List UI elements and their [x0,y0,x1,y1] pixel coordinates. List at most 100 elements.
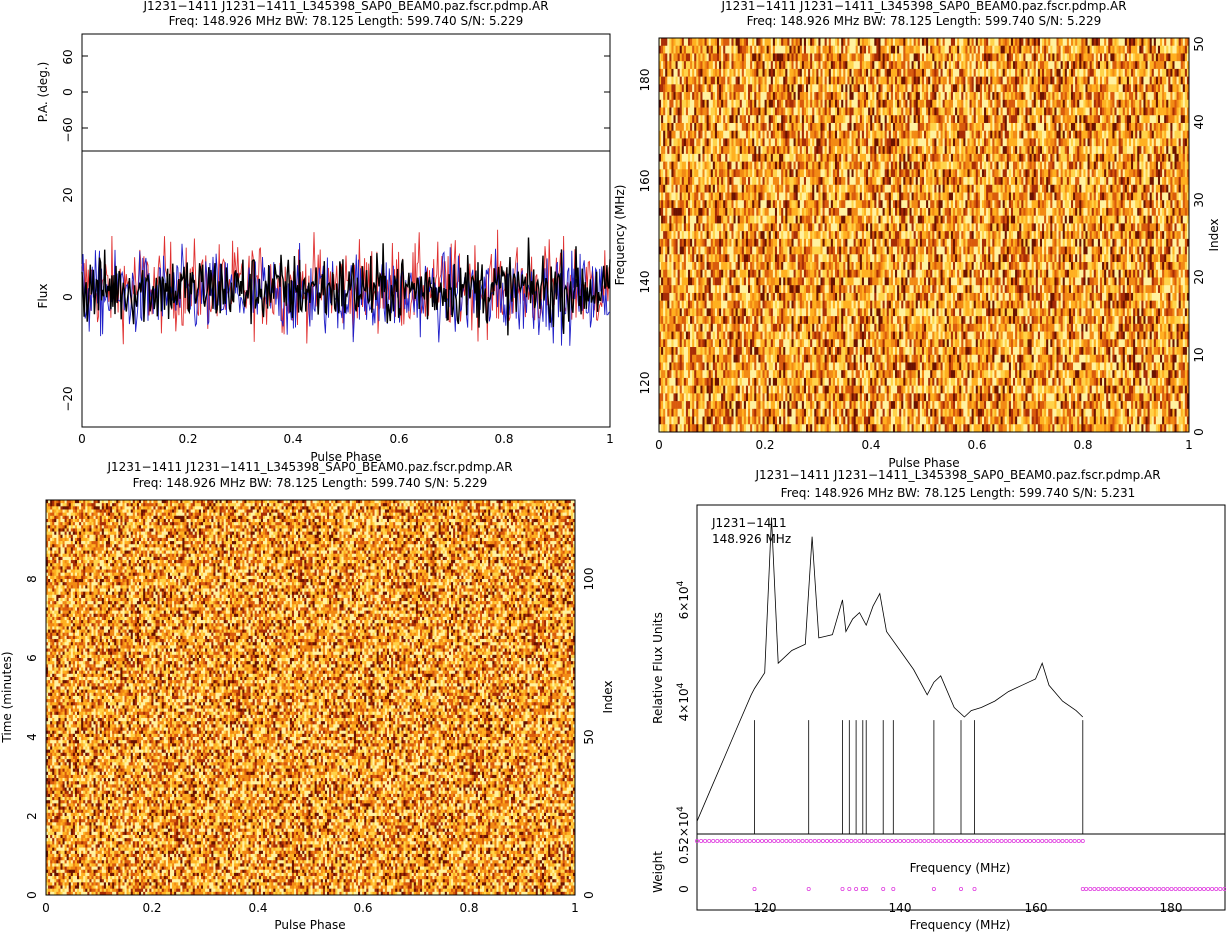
heat-cell [1158,46,1160,54]
heat-cell [1090,46,1092,54]
heat-cell [810,46,812,54]
heat-cell [1054,38,1056,46]
heat-cell [1054,46,1056,54]
heat-cell [1183,38,1185,46]
heat-cell [907,53,909,61]
heat-cell [1063,38,1065,46]
heat-cell [1073,46,1075,54]
heat-cell [945,53,947,61]
heat-cell [1048,53,1050,61]
heat-cell [810,38,812,46]
heat-cell [893,46,895,54]
heat-cell [725,38,727,46]
heat-cell [972,53,974,61]
heat-cell [671,38,673,46]
heat-cell [897,46,899,54]
heat-cell [777,53,779,61]
heat-cell [808,38,810,46]
heat-cell [1009,38,1011,46]
heat-cell [713,38,715,46]
heat-cell [1052,53,1054,61]
heat-cell [872,46,874,54]
heat-cell [754,46,756,54]
heat-cell [669,61,671,69]
heat-cell [835,38,837,46]
heat-cell [901,38,903,46]
heat-cell [777,38,779,46]
heat-cell [767,38,769,46]
heat-cell [707,38,709,46]
heat-cell [947,46,949,54]
heat-cell [1042,38,1044,46]
heat-cell [1057,38,1059,46]
profile-ytick-20: 20 [61,187,75,202]
heat-cell [756,46,758,54]
heat-cell [690,53,692,61]
heat-cell [1046,53,1048,61]
heat-cell [1143,38,1145,46]
heat-cell [779,38,781,46]
heat-cell [984,53,986,61]
heat-cell [910,53,912,61]
heat-cell [723,53,725,61]
heat-cell [705,38,707,46]
heat-cell [941,38,943,46]
heat-cell [986,53,988,61]
profile-title: J1231−1411 J1231−1411_L345398_SAP0_BEAM0… [142,0,548,13]
heat-cell [1106,46,1108,54]
heat-cell [729,38,731,46]
heat-cell [676,46,678,54]
heat-cell [823,53,825,61]
heat-cell [1156,53,1158,61]
heat-cell [763,46,765,54]
heat-cell [833,53,835,61]
heat-cell [1158,38,1160,46]
heat-cell [1019,38,1021,46]
heat-cell [984,38,986,46]
heat-cell [845,53,847,61]
heat-cell [1050,38,1052,46]
heat-cell [825,46,827,54]
heat-cell [671,46,673,54]
heat-cell [661,53,663,61]
heat-cell [1061,46,1063,54]
heat-cell [1164,38,1166,46]
heat-cell [773,46,775,54]
heat-cell [723,46,725,54]
heat-cell [984,46,986,54]
heat-cell [1166,46,1168,54]
heat-cell [947,53,949,61]
heat-cell [1150,46,1152,54]
heat-cell [941,53,943,61]
heat-cell [1121,46,1123,54]
heat-cell [856,53,858,61]
heat-cell [916,46,918,54]
heat-cell [1158,53,1160,61]
heat-cell [912,46,914,54]
heat-cell [837,46,839,54]
heat-cell [758,38,760,46]
heat-cell [1121,53,1123,61]
heat-cell [972,46,974,54]
heat-cell [1135,53,1137,61]
heat-cell [783,46,785,54]
heat-cell [721,53,723,61]
heat-cell [711,38,713,46]
heat-cell [804,38,806,46]
heat-cell [781,53,783,61]
heat-cell [1092,53,1094,61]
heat-cell [1063,46,1065,54]
heat-cell [723,38,725,46]
heat-cell [661,38,663,46]
heat-cell [721,46,723,54]
heat-cell [785,53,787,61]
heat-cell [866,46,868,54]
heat-cell [843,38,845,46]
heat-cell [1044,38,1046,46]
heat-cell [750,53,752,61]
pa-ytick-60: 60 [61,49,75,64]
heat-cell [903,38,905,46]
heat-cell [1073,38,1075,46]
heat-cell [698,53,700,61]
heat-cell [777,46,779,54]
